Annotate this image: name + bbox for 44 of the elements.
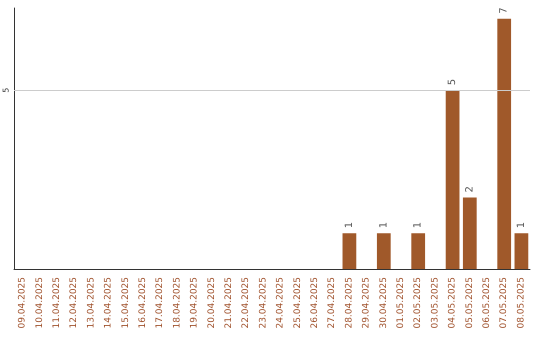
x-tick-label: 26.04.2025 [310,277,320,329]
bar [514,233,528,269]
x-tick-label: 10.04.2025 [34,277,45,329]
x-tick-label: 30.04.2025 [378,277,389,329]
x-tick-label: 27.04.2025 [327,277,338,329]
x-tick-label: 02.05.2025 [413,277,424,329]
bar [497,18,512,269]
x-tick-label: 13.04.2025 [86,277,96,329]
x-tick-label: 22.04.2025 [241,277,252,329]
x-tick-label: 16.04.2025 [138,277,148,329]
data-label: 1 [344,222,355,228]
x-tick-label: 17.04.2025 [155,277,166,329]
x-tick-label: 23.04.2025 [258,277,268,329]
data-label: 7 [498,7,510,14]
x-tick-label: 29.04.2025 [362,277,372,329]
bar [462,197,477,269]
x-tick-label: 20.04.2025 [206,277,217,329]
x-tick-label: 07.05.2025 [499,277,510,329]
data-label: 1 [378,222,390,228]
x-tick-label: 28.04.2025 [344,277,354,329]
x-tick-label: 25.04.2025 [292,277,303,329]
x-tick-label: 08.05.2025 [516,277,526,329]
x-tick-label: 15.04.2025 [120,277,131,329]
bar [446,90,460,269]
x-tick-label: 09.04.2025 [18,277,28,329]
x-tick-label: 24.04.2025 [276,277,286,329]
data-label: 2 [464,186,476,192]
x-tick-label: 12.04.2025 [69,277,80,329]
x-tick-label: 14.04.2025 [104,277,114,329]
x-tick-label: 05.05.2025 [464,277,475,329]
x-tick-label: 19.04.2025 [190,277,200,329]
data-label: 1 [516,222,527,228]
x-tick-label: 03.05.2025 [430,277,440,329]
x-tick-label: 06.05.2025 [482,277,492,329]
x-tick-label: 04.05.2025 [448,277,458,329]
data-label: 1 [412,222,424,228]
bar [376,233,391,269]
x-tick-label: 21.04.2025 [224,277,234,329]
x-tick-label: 11.04.2025 [52,277,62,329]
x-tick-label: 18.04.2025 [172,277,182,329]
x-tick-label: 01.05.2025 [396,277,406,329]
bar [411,233,426,269]
data-label: 5 [447,78,458,86]
bar [342,233,356,269]
